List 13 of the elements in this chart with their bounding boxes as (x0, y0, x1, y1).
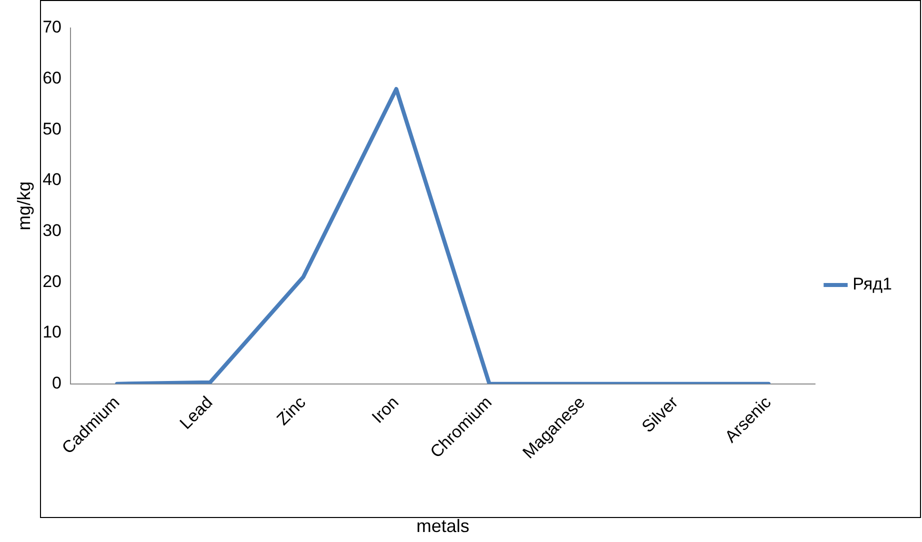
y-tick-label: 20 (42, 272, 62, 291)
x-tick-label: Zinc (273, 392, 310, 429)
y-tick-label: 50 (42, 119, 62, 138)
y-tick-label: 70 (42, 18, 62, 37)
y-tick-label: 0 (52, 374, 62, 393)
legend-label: Ряд1 (852, 274, 892, 294)
y-axis-title: mg/kg (14, 181, 34, 230)
y-tick-label: 60 (42, 68, 62, 88)
y-tick-label: 10 (42, 322, 62, 342)
x-tick-label: Iron (368, 392, 402, 427)
y-tick-label: 40 (42, 170, 62, 190)
y-tick-label: 30 (42, 221, 62, 240)
x-axis-title: metals (416, 516, 470, 536)
